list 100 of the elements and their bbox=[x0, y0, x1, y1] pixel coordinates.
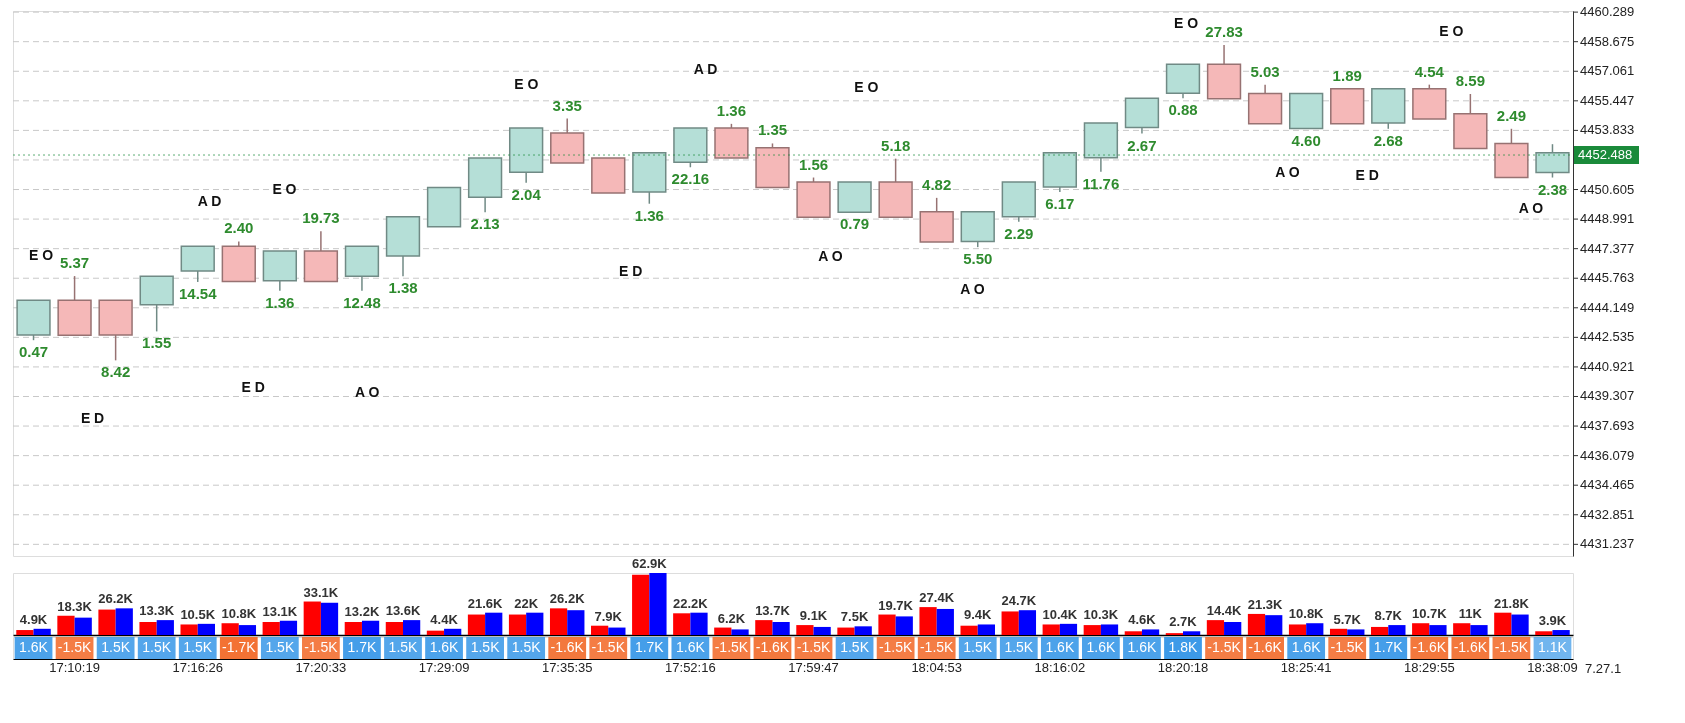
x-tick-label: 17:35:35 bbox=[541, 659, 593, 675]
y-tick-label: 4442.535 bbox=[1580, 329, 1635, 345]
bar bbox=[180, 624, 198, 635]
bar bbox=[837, 627, 855, 635]
ref-line-label: 4452.488 bbox=[1578, 147, 1633, 163]
annotation: 11K bbox=[1458, 606, 1483, 622]
y-tick-label: 4448.991 bbox=[1580, 211, 1635, 227]
y-tick-label: 4444.149 bbox=[1580, 299, 1635, 315]
annotation: 22.2K bbox=[673, 595, 709, 611]
bar bbox=[977, 624, 995, 635]
text: 2.38 bbox=[1537, 180, 1568, 198]
bar bbox=[1141, 629, 1160, 635]
annotation: 10.7K bbox=[1411, 606, 1448, 622]
y-tick-label: 4457.061 bbox=[1580, 63, 1635, 79]
text: 1.55 bbox=[142, 334, 172, 352]
data-label: 1.6K bbox=[1086, 639, 1116, 655]
annotation: 27.4K bbox=[919, 590, 955, 606]
bar bbox=[1042, 624, 1060, 635]
bar bbox=[854, 626, 872, 635]
annotation: 9.1K bbox=[799, 608, 828, 624]
x-tick-label: 18:16:02 bbox=[1034, 659, 1086, 675]
annotation: A D bbox=[197, 192, 222, 209]
text: 5.50 bbox=[963, 250, 993, 268]
bar bbox=[221, 623, 239, 635]
annotation: E D bbox=[619, 263, 643, 280]
text: 3.35 bbox=[552, 96, 582, 114]
text: 5.03 bbox=[1250, 62, 1280, 80]
data-label: -1.5K bbox=[304, 639, 339, 655]
data-label: -1.5K bbox=[878, 639, 914, 655]
annotation: 21.6K bbox=[467, 595, 504, 611]
y-tick-label: 4431.237 bbox=[1580, 536, 1635, 552]
text: 1.35 bbox=[757, 121, 788, 139]
y-tick-label: 4460.289 bbox=[1580, 4, 1635, 20]
text: 5.18 bbox=[881, 136, 911, 154]
text: 6.17 bbox=[1045, 194, 1075, 212]
data-label: 1.5K bbox=[840, 639, 870, 655]
data-label: -1.5K bbox=[1207, 639, 1242, 655]
annotation: 19.7K bbox=[878, 597, 914, 613]
text: 1.56 bbox=[798, 155, 829, 173]
annotation: A O bbox=[818, 248, 843, 265]
bar bbox=[1388, 625, 1406, 635]
text: 1.36 bbox=[634, 206, 664, 224]
bar bbox=[714, 627, 732, 635]
data-label: 1.5K bbox=[963, 639, 993, 655]
annotation: 13.3K bbox=[139, 603, 175, 619]
y-tick-label: 4447.377 bbox=[1580, 240, 1635, 256]
data-label: -1.5K bbox=[591, 639, 626, 655]
bar bbox=[960, 625, 978, 635]
bar bbox=[1124, 631, 1142, 635]
data-label: 1.7K bbox=[1373, 639, 1404, 655]
text: 2.68 bbox=[1373, 131, 1403, 149]
text: 19.73 bbox=[302, 209, 340, 227]
data-label: 1.5K bbox=[1004, 639, 1034, 655]
y-tick-label: 4439.307 bbox=[1580, 388, 1635, 404]
x-tick-label: 17:29:09 bbox=[418, 659, 470, 675]
annotation: E O bbox=[29, 246, 54, 263]
annotation: 33.1K bbox=[303, 584, 339, 600]
annotation: E O bbox=[1439, 23, 1464, 40]
data-label: -1.6K bbox=[1412, 639, 1447, 655]
annotation: E D bbox=[1355, 167, 1379, 184]
annotation: A O bbox=[354, 383, 380, 400]
annotation: 10.8K bbox=[1288, 606, 1325, 622]
annotation: E O bbox=[514, 75, 539, 92]
bar bbox=[1371, 626, 1389, 635]
x-tick-label: 17:16:26 bbox=[172, 659, 224, 675]
x-tick-label: 17:10:19 bbox=[49, 659, 100, 675]
annotation: 21.8K bbox=[1494, 595, 1530, 611]
text: 2.04 bbox=[511, 185, 541, 203]
annotation: 21.3K bbox=[1247, 596, 1284, 612]
y-tick-label: 4434.465 bbox=[1580, 477, 1635, 493]
x-tick-label: 18:38:09 bbox=[1527, 659, 1578, 675]
y-tick-label: 4437.693 bbox=[1580, 418, 1635, 434]
bar bbox=[1288, 624, 1307, 635]
bar bbox=[444, 628, 462, 635]
text: 22.16 bbox=[671, 170, 710, 188]
data-label: -1.7K bbox=[222, 639, 257, 655]
text: 0.88 bbox=[1168, 101, 1198, 119]
annotation: 26.2K bbox=[98, 591, 134, 607]
annotation: 10.5K bbox=[180, 606, 216, 622]
bar bbox=[1429, 625, 1447, 635]
bar bbox=[1059, 623, 1078, 635]
annotation: E O bbox=[1174, 15, 1199, 32]
bar bbox=[238, 625, 257, 635]
bar bbox=[731, 629, 749, 635]
bar bbox=[197, 623, 215, 635]
data-label: 1.6K bbox=[19, 639, 49, 655]
annotation: 10.4K bbox=[1042, 606, 1078, 622]
text: 1.89 bbox=[1332, 66, 1362, 84]
x-tick-label: 18:29:55 bbox=[1404, 659, 1455, 675]
x-tick-label: 18:04:53 bbox=[911, 659, 962, 675]
data-label: 1.5K bbox=[142, 639, 172, 655]
data-label: -1.6K bbox=[550, 639, 585, 655]
annotation: 26.2K bbox=[549, 591, 586, 607]
text: 1.38 bbox=[388, 279, 418, 297]
data-label: -1.5K bbox=[796, 639, 831, 655]
annotation: E D bbox=[241, 379, 265, 396]
annotation: 62.9K bbox=[631, 556, 668, 571]
bar bbox=[813, 626, 831, 635]
annotation: A O bbox=[1275, 163, 1300, 180]
text: 0.47 bbox=[18, 343, 49, 361]
